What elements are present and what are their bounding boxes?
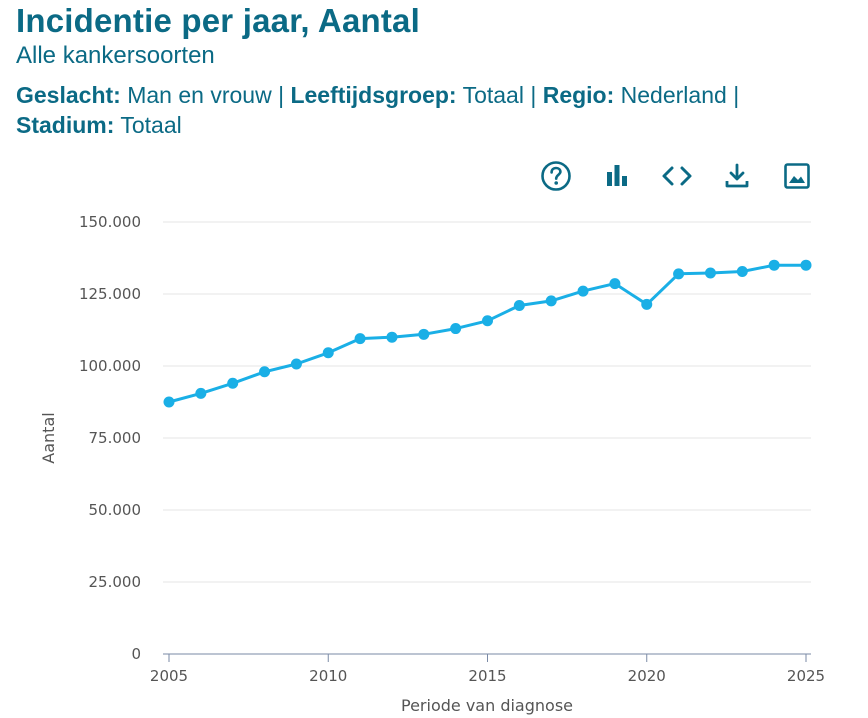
data-point-2021[interactable] bbox=[673, 268, 685, 280]
y-tick-label: 100.000 bbox=[79, 357, 141, 375]
y-tick-label: 150.000 bbox=[79, 213, 141, 231]
data-point-2007[interactable] bbox=[227, 377, 239, 389]
data-point-2006[interactable] bbox=[195, 387, 207, 399]
data-point-2013[interactable] bbox=[418, 328, 430, 340]
filter-key-stage: Stadium: bbox=[16, 112, 115, 138]
data-point-2024[interactable] bbox=[768, 259, 780, 271]
x-tick-label: 2025 bbox=[787, 667, 825, 685]
y-tick-label: 25.000 bbox=[89, 573, 142, 591]
data-point-2010[interactable] bbox=[322, 347, 334, 359]
x-axis: 2005 2010 2015 2020 2025 bbox=[150, 653, 825, 685]
filter-key-gender: Geslacht: bbox=[16, 82, 121, 108]
gridlines bbox=[163, 221, 811, 583]
download-button[interactable] bbox=[719, 158, 755, 194]
filter-separator: | bbox=[733, 82, 740, 108]
incidence-line-chart: 0 25.000 50.000 75.000 100.000 125.000 150.000… bbox=[39, 213, 825, 715]
y-tick-label: 75.000 bbox=[89, 429, 142, 447]
x-tick-label: 2020 bbox=[628, 667, 666, 685]
chart-toolbar bbox=[538, 158, 818, 194]
y-axis-title: Aantal bbox=[39, 412, 58, 463]
data-point-2011[interactable] bbox=[354, 333, 366, 345]
data-point-2019[interactable] bbox=[609, 278, 621, 290]
chart-type-button[interactable] bbox=[599, 158, 635, 194]
data-point-2008[interactable] bbox=[259, 366, 271, 378]
data-point-2020[interactable] bbox=[641, 298, 653, 310]
series bbox=[163, 259, 812, 408]
filter-key-region: Regio: bbox=[542, 82, 615, 108]
help-button[interactable] bbox=[538, 158, 574, 194]
filter-separator: | bbox=[278, 82, 285, 108]
filter-value-stage: Totaal bbox=[120, 112, 182, 138]
x-tick-label: 2015 bbox=[468, 667, 506, 685]
download-icon bbox=[725, 163, 749, 188]
data-point-2015[interactable] bbox=[482, 315, 493, 327]
y-tick-label: 50.000 bbox=[89, 501, 142, 519]
x-tick-label: 2010 bbox=[309, 667, 347, 685]
embed-code-icon bbox=[662, 166, 692, 186]
help-icon bbox=[541, 161, 571, 191]
x-axis-title: Periode van diagnose bbox=[401, 696, 573, 715]
filter-value-gender: Man en vrouw bbox=[127, 82, 272, 108]
filter-key-age-group: Leeftijdsgroep: bbox=[290, 82, 457, 108]
filter-summary: Geslacht: Man en vrouw | Leeftijdsgroep:… bbox=[16, 80, 796, 140]
y-axis: 0 25.000 50.000 75.000 100.000 125.000 150.000 bbox=[79, 213, 141, 663]
export-image-button[interactable] bbox=[779, 158, 815, 194]
data-point-2005[interactable] bbox=[163, 396, 175, 408]
filter-value-age-group: Totaal bbox=[462, 82, 524, 108]
data-point-2009[interactable] bbox=[290, 358, 302, 370]
data-point-2025[interactable] bbox=[800, 259, 812, 271]
data-point-2018[interactable] bbox=[577, 285, 589, 297]
bar-chart-icon bbox=[607, 165, 627, 186]
y-tick-label: 125.000 bbox=[79, 285, 141, 303]
data-point-2016[interactable] bbox=[513, 300, 525, 312]
series-line bbox=[168, 263, 806, 404]
filter-separator: | bbox=[530, 82, 537, 108]
embed-button[interactable] bbox=[659, 158, 695, 194]
data-point-2022[interactable] bbox=[704, 267, 716, 279]
data-point-2023[interactable] bbox=[736, 266, 748, 278]
data-point-2017[interactable] bbox=[545, 295, 557, 307]
data-point-2014[interactable] bbox=[450, 323, 462, 335]
filter-value-region: Nederland bbox=[620, 82, 727, 108]
y-tick-label: 0 bbox=[131, 645, 141, 663]
data-point-2012[interactable] bbox=[386, 331, 398, 343]
page-title: Incidentie per jaar, Aantal bbox=[16, 2, 420, 39]
page-subtitle: Alle kankersoorten bbox=[16, 42, 215, 69]
x-tick-label: 2005 bbox=[150, 667, 188, 685]
image-icon bbox=[784, 163, 810, 189]
